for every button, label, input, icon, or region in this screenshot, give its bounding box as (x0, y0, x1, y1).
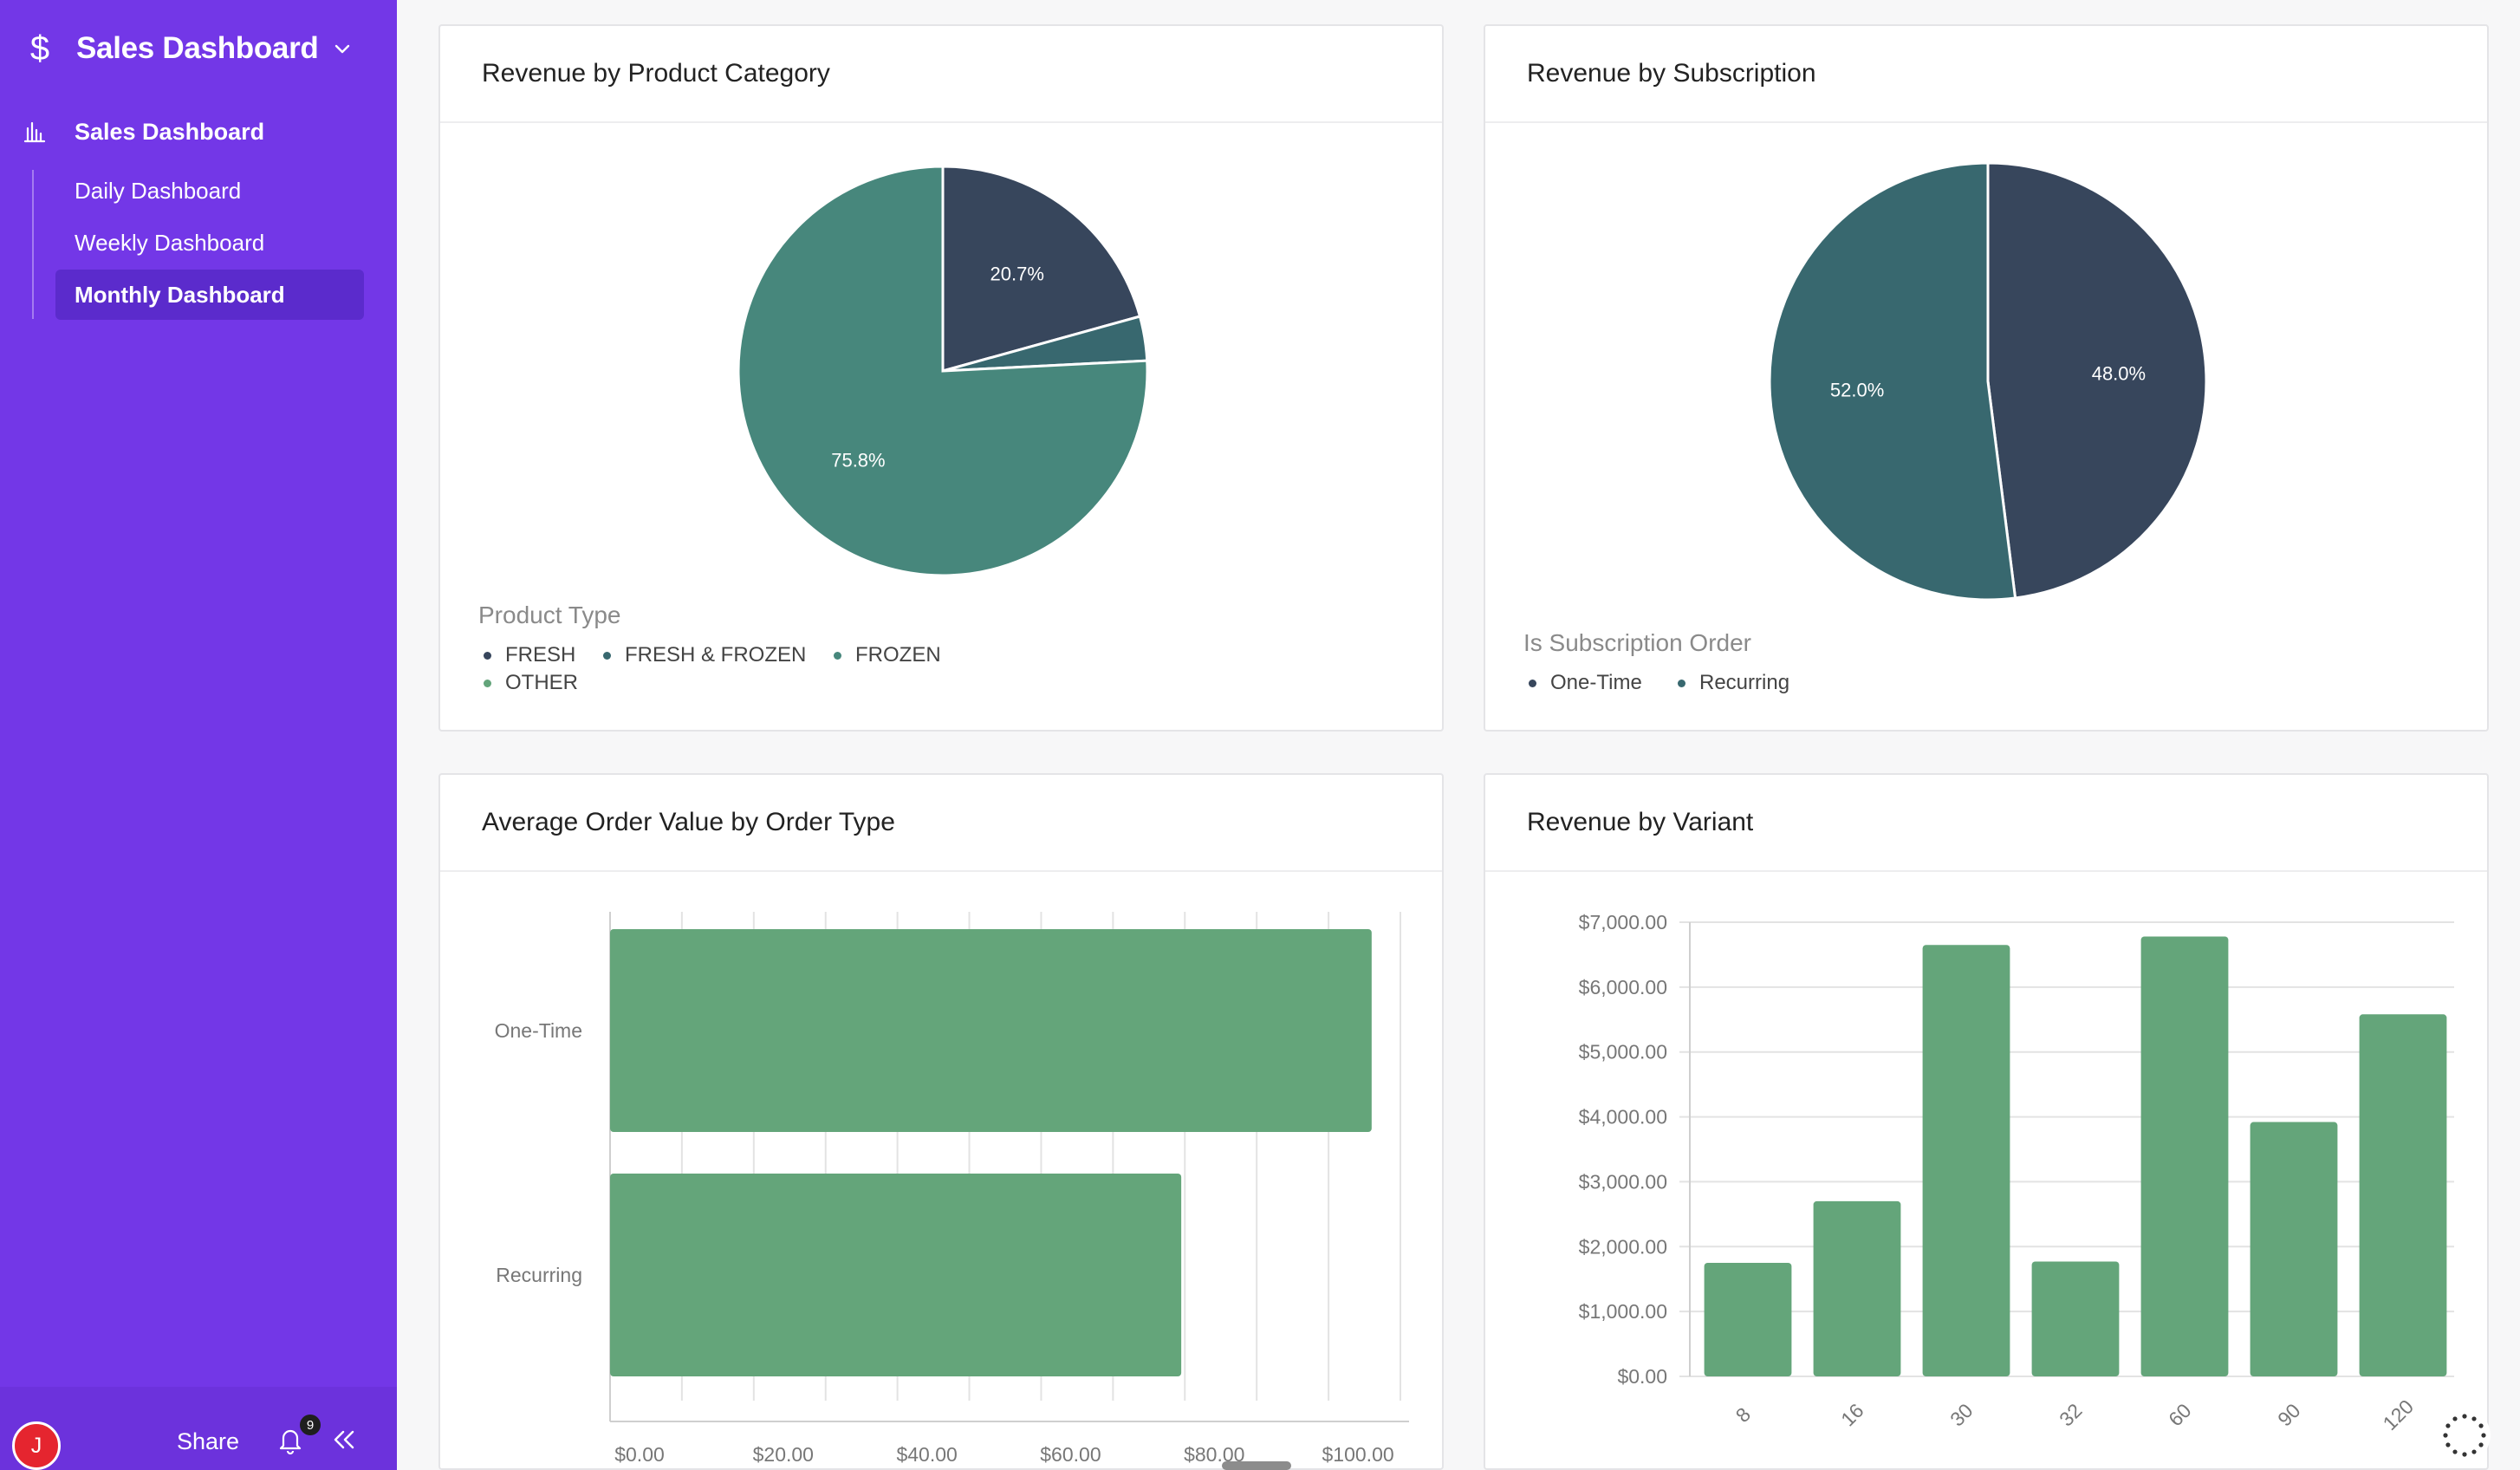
x-tick-label: 8 (1731, 1403, 1755, 1427)
bar-chart-variant: $0.00 $1,000.00 $2,000.00 $3,000.00 $4,000.0… (1579, 911, 2454, 1435)
y-tick-label: $2,000.00 (1579, 1235, 1667, 1258)
sidebar: $ Sales Dashboard Sales Dashboard Daily … (0, 0, 397, 1470)
x-tick-label: $20.00 (753, 1443, 814, 1466)
nav-item-label: Sales Dashboard (75, 118, 265, 145)
x-tick-label: $60.00 (1040, 1443, 1101, 1466)
x-tick-label: 60 (2164, 1399, 2195, 1430)
legend-item-other[interactable]: OTHER (484, 671, 578, 695)
y-tick-label: Recurring (496, 1264, 582, 1286)
pie-data-label: 20.7% (990, 263, 1044, 284)
legend-title: Is Subscription Order (1523, 629, 1751, 656)
legend-dot (1529, 679, 1536, 687)
bar-one-time[interactable] (610, 929, 1372, 1132)
y-tick-label: One-Time (495, 1019, 582, 1042)
legend-label: FROZEN (855, 643, 941, 667)
legend-title: Product Type (478, 602, 621, 628)
bar-chart-order-type: $0.00 $20.00 $40.00 $60.00 $80.00 $100.00One-… (495, 912, 1409, 1466)
nav-item-label: Daily Dashboard (75, 177, 242, 204)
pie-chart-subscription: 48.0% 52.0% (1768, 161, 2208, 602)
pie-slice-one-time[interactable] (1986, 161, 2208, 600)
legend-item-frozen[interactable]: FROZEN (834, 643, 941, 667)
bar-variant-90[interactable] (2250, 1122, 2338, 1376)
legend-dot (603, 651, 611, 660)
card-revenue-by-variant: Revenue by Variant $0.00 $1,000.00 $2,000.… (1484, 773, 2489, 1470)
legend-item-fresh[interactable]: FRESH (484, 643, 575, 667)
sidebar-footer (0, 1387, 397, 1470)
x-tick-label: 32 (2055, 1399, 2086, 1430)
x-tick-label: $40.00 (896, 1443, 957, 1466)
card-title: Revenue by Subscription (1485, 26, 2487, 123)
collapse-sidebar-icon[interactable] (331, 1427, 357, 1453)
share-button[interactable]: Share (177, 1428, 240, 1454)
pie-data-label: 52.0% (1830, 379, 1884, 400)
pie-slice-frozen[interactable] (737, 165, 1149, 577)
card-title: Revenue by Product Category (440, 26, 1442, 123)
x-tick-label: 16 (1836, 1399, 1867, 1430)
chevron-down-icon (334, 44, 349, 54)
y-tick-label: $3,000.00 (1579, 1170, 1667, 1193)
pie-slice-recurring[interactable] (1768, 161, 2017, 602)
nav-item-daily-dashboard[interactable]: Daily Dashboard (55, 166, 364, 216)
bell-icon[interactable] (276, 1425, 305, 1456)
pie-chart-product-category: 20.7% 75.8% (737, 165, 1149, 577)
nav-item-weekly-dashboard[interactable]: Weekly Dashboard (55, 218, 364, 268)
card-average-order-value: Average Order Value by Order Type $0.00 $… (438, 773, 1444, 1470)
y-tick-label: $1,000.00 (1579, 1300, 1667, 1323)
nav-item-sales-dashboard[interactable]: Sales Dashboard (23, 111, 264, 153)
user-avatar[interactable]: J (12, 1421, 61, 1470)
bar-variant-120[interactable] (2359, 1014, 2447, 1376)
bar-recurring[interactable] (610, 1174, 1182, 1376)
legend-item-one-time[interactable]: One-Time (1529, 671, 1642, 695)
bar-variant-16[interactable] (1813, 1200, 1901, 1376)
y-tick-label: $0.00 (1617, 1365, 1667, 1388)
loading-spinner-icon (2439, 1409, 2491, 1461)
y-tick-label: $7,000.00 (1579, 911, 1667, 933)
pie-slice-fresh[interactable] (941, 165, 1142, 373)
x-tick-label: 120 (2379, 1395, 2419, 1435)
y-tick-label: $6,000.00 (1579, 976, 1667, 998)
nav-item-label: Monthly Dashboard (75, 281, 285, 308)
y-tick-label: $5,000.00 (1579, 1041, 1667, 1063)
card-revenue-by-product-category: Revenue by Product Category 20.7% 75.8% P… (438, 24, 1444, 732)
card-title: Average Order Value by Order Type (440, 775, 1442, 872)
y-tick-label: $4,000.00 (1579, 1106, 1667, 1129)
legend-label: OTHER (505, 671, 578, 694)
legend-dot (834, 651, 841, 660)
legend-label: FRESH (505, 643, 576, 667)
bar-chart-icon (23, 121, 46, 143)
bar-variant-32[interactable] (2031, 1261, 2120, 1376)
bar-variant-8[interactable] (1704, 1263, 1792, 1376)
app-title: Sales Dashboard (76, 31, 319, 65)
legend-label: Recurring (1699, 671, 1790, 694)
legend-item-recurring[interactable]: Recurring (1678, 671, 1789, 695)
nav-tree-line (32, 170, 34, 319)
bar-variant-30[interactable] (1922, 945, 2010, 1376)
legend-label: FRESH & FROZEN (625, 643, 807, 667)
legend-dot (484, 651, 491, 660)
scroll-handle[interactable] (1222, 1461, 1291, 1470)
notification-count-badge: 9 (300, 1415, 321, 1435)
card-revenue-by-subscription: Revenue by Subscription 48.0% 52.0% Is Su… (1484, 24, 2489, 732)
legend-dot (484, 679, 491, 687)
x-tick-label: 90 (2273, 1399, 2304, 1430)
pie-data-label: 48.0% (2092, 363, 2146, 385)
card-title: Revenue by Variant (1485, 775, 2487, 872)
legend-label: One-Time (1550, 671, 1642, 694)
legend-item-fresh-frozen[interactable]: FRESH & FROZEN (603, 643, 806, 667)
x-tick-label: $0.00 (614, 1443, 665, 1466)
bar-variant-60[interactable] (2140, 936, 2229, 1376)
nav-item-monthly-dashboard[interactable]: Monthly Dashboard (55, 270, 364, 320)
legend-dot (1678, 679, 1685, 687)
x-tick-label: 30 (1945, 1399, 1977, 1430)
x-tick-label: $100.00 (1322, 1443, 1394, 1466)
pie-data-label: 75.8% (831, 450, 885, 472)
dollar-icon: $ (29, 29, 50, 68)
nav-item-label: Weekly Dashboard (75, 229, 265, 256)
dashboard-switcher[interactable]: $ Sales Dashboard (23, 23, 352, 75)
